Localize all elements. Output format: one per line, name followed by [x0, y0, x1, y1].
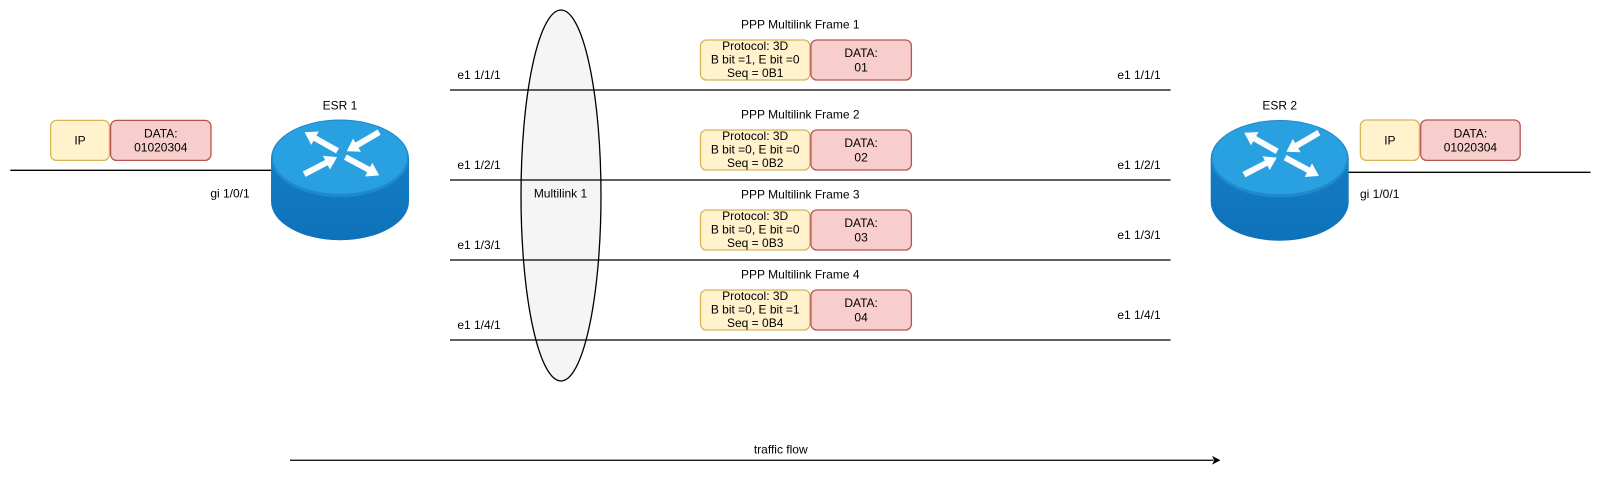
svg-text:DATA:: DATA:: [144, 127, 178, 141]
svg-text:03: 03: [854, 230, 868, 244]
svg-text:PPP Multilink Frame 2: PPP Multilink Frame 2: [741, 108, 860, 122]
svg-text:ESR 1: ESR 1: [323, 99, 358, 113]
svg-text:02: 02: [854, 150, 868, 164]
svg-text:Seq = 0B4: Seq = 0B4: [727, 316, 784, 330]
svg-text:e1 1/2/1: e1 1/2/1: [457, 158, 501, 172]
svg-text:Protocol: 3D: Protocol: 3D: [722, 289, 788, 303]
svg-text:DATA:: DATA:: [844, 296, 878, 310]
svg-text:DATA:: DATA:: [844, 136, 878, 150]
svg-text:01020304: 01020304: [1444, 141, 1498, 155]
svg-text:Protocol: 3D: Protocol: 3D: [722, 129, 788, 143]
svg-text:e1 1/4/1: e1 1/4/1: [457, 318, 501, 332]
svg-text:Seq = 0B1: Seq = 0B1: [727, 66, 784, 80]
svg-text:PPP Multilink Frame 4: PPP Multilink Frame 4: [741, 268, 860, 282]
svg-text:gi 1/0/1: gi 1/0/1: [210, 187, 250, 201]
svg-text:DATA:: DATA:: [844, 216, 878, 230]
svg-text:e1 1/3/1: e1 1/3/1: [457, 238, 501, 252]
svg-text:B bit =0, E bit =1: B bit =0, E bit =1: [711, 302, 800, 316]
svg-text:e1 1/1/1: e1 1/1/1: [1117, 68, 1161, 82]
svg-text:Seq = 0B3: Seq = 0B3: [727, 236, 784, 250]
svg-text:B bit =0, E bit =0: B bit =0, E bit =0: [711, 222, 800, 236]
svg-text:Multilink 1: Multilink 1: [534, 187, 588, 201]
svg-text:e1 1/4/1: e1 1/4/1: [1117, 308, 1161, 322]
svg-text:01: 01: [854, 60, 868, 74]
svg-text:IP: IP: [74, 134, 85, 148]
svg-text:e1 1/1/1: e1 1/1/1: [457, 68, 501, 82]
svg-text:PPP Multilink Frame 1: PPP Multilink Frame 1: [741, 18, 860, 32]
svg-text:ESR 2: ESR 2: [1262, 99, 1297, 113]
svg-text:IP: IP: [1384, 133, 1395, 147]
svg-text:01020304: 01020304: [134, 141, 188, 155]
svg-text:traffic flow: traffic flow: [754, 442, 808, 456]
svg-text:e1 1/2/1: e1 1/2/1: [1117, 158, 1161, 172]
svg-text:B bit =0, E bit =0: B bit =0, E bit =0: [711, 142, 800, 156]
svg-text:DATA:: DATA:: [844, 46, 878, 60]
svg-text:DATA:: DATA:: [1454, 126, 1488, 140]
svg-text:B bit =1, E bit =0: B bit =1, E bit =0: [711, 52, 800, 66]
svg-text:gi 1/0/1: gi 1/0/1: [1360, 187, 1400, 201]
svg-text:Protocol: 3D: Protocol: 3D: [722, 209, 788, 223]
svg-text:Seq = 0B2: Seq = 0B2: [727, 156, 784, 170]
svg-text:04: 04: [854, 310, 868, 324]
svg-text:e1 1/3/1: e1 1/3/1: [1117, 228, 1161, 242]
svg-text:Protocol: 3D: Protocol: 3D: [722, 39, 788, 53]
svg-text:PPP Multilink Frame 3: PPP Multilink Frame 3: [741, 188, 860, 202]
